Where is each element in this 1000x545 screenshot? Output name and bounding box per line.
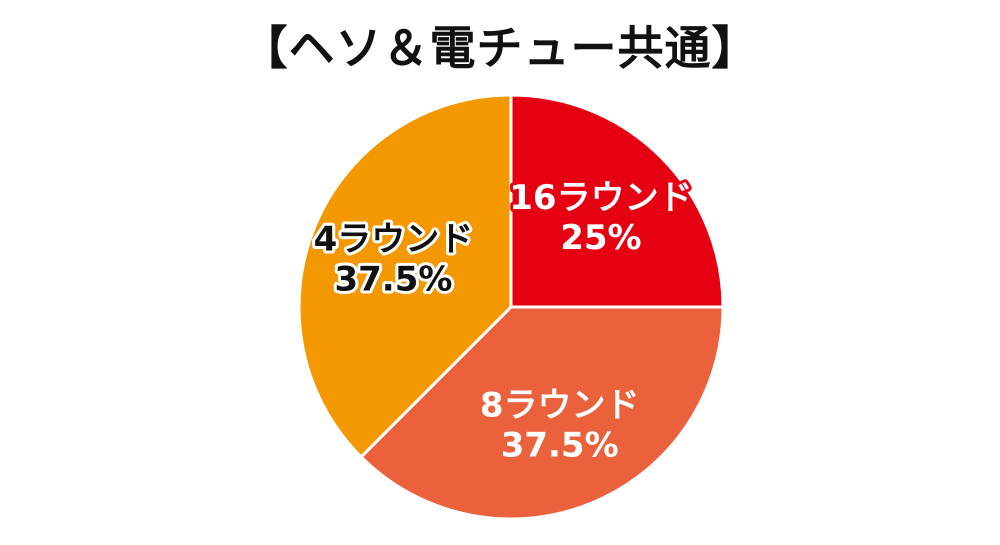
pie-slices	[297, 93, 725, 521]
pie-slice-3	[297, 93, 513, 459]
slice-value-label-3: 37.5%	[334, 259, 452, 299]
pie-slice-2	[359, 305, 725, 521]
slice-value-label-1: 25%	[560, 218, 641, 258]
pie-slice-1	[509, 93, 725, 309]
slice-name-label-1: 16ラウンド	[509, 178, 692, 218]
chart-title: 【ヘソ＆電チュー共通】	[241, 21, 759, 75]
slice-value-label-2: 37.5%	[501, 426, 619, 466]
slice-name-label-3: 4ラウンド	[314, 219, 474, 259]
slice-name-label-2: 8ラウンド	[480, 386, 640, 426]
